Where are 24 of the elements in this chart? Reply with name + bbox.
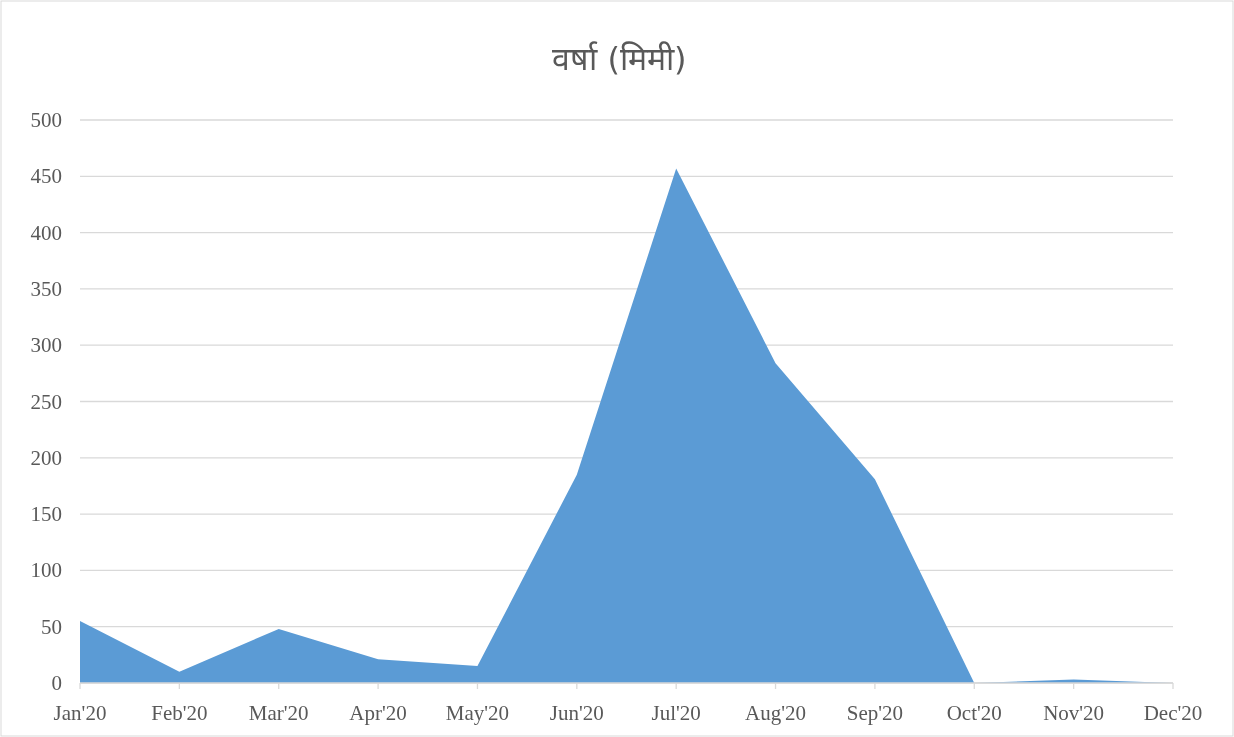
y-tick-label: 500 xyxy=(30,108,62,132)
y-tick-label: 100 xyxy=(30,558,62,583)
x-tick-label: Jan'20 xyxy=(53,701,107,725)
y-tick-label: 350 xyxy=(30,276,62,301)
y-tick-label: 450 xyxy=(30,164,62,189)
x-tick-label: Jul'20 xyxy=(651,701,701,725)
x-tick-label: Dec'20 xyxy=(1143,701,1203,725)
x-tick-label: Oct'20 xyxy=(946,701,1002,725)
y-tick-label: 250 xyxy=(30,389,62,414)
x-tick-label: Feb'20 xyxy=(151,701,208,725)
x-tick-label: Jun'20 xyxy=(549,701,604,725)
y-tick-label: 200 xyxy=(30,445,62,470)
y-tick-label: 0 xyxy=(51,671,62,695)
x-tick-label: May'20 xyxy=(445,701,510,725)
x-tick-label: Apr'20 xyxy=(349,701,407,725)
y-tick-label: 400 xyxy=(30,220,62,245)
y-tick-label: 300 xyxy=(30,333,62,358)
x-tick-label: Mar'20 xyxy=(248,701,309,725)
x-tick-label: Sep'20 xyxy=(846,701,904,725)
y-tick-label: 50 xyxy=(41,614,62,639)
chart-title: वर्षा (मिमी) xyxy=(552,40,687,78)
y-tick-label: 150 xyxy=(30,502,62,527)
x-tick-label: Nov'20 xyxy=(1043,701,1105,725)
x-tick-label: Aug'20 xyxy=(745,701,807,725)
